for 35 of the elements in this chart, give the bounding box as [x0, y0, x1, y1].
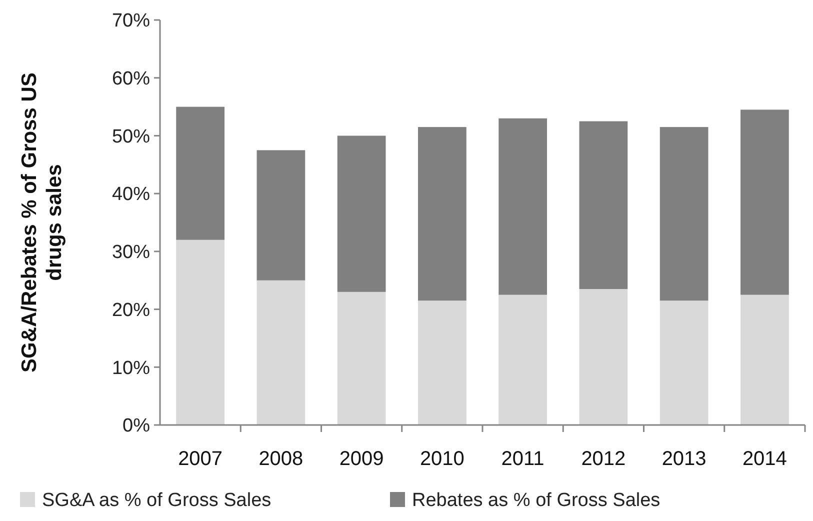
y-axis-title: SG&A/Rebates % of Gross US drugs sales — [18, 72, 66, 372]
bar — [579, 121, 628, 290]
y-tick-label: 0% — [122, 416, 150, 437]
y-tick-label: 10% — [112, 358, 150, 379]
x-tick-label: 2013 — [662, 448, 706, 470]
x-tick-label: 2011 — [501, 448, 544, 470]
y-tick-label: 50% — [112, 126, 150, 148]
bar — [418, 127, 466, 301]
bar — [498, 118, 547, 295]
x-tick-label: 2009 — [339, 448, 384, 470]
x-tick-label: 2012 — [581, 448, 626, 470]
bar — [660, 127, 708, 301]
y-tick-label: 30% — [112, 242, 150, 264]
bar — [660, 300, 708, 425]
bar — [498, 294, 547, 425]
x-tick-label: 2007 — [178, 448, 223, 470]
bar — [256, 280, 306, 425]
bar — [418, 300, 466, 425]
bar — [337, 292, 386, 425]
bar — [740, 110, 789, 295]
y-tick-label: 20% — [112, 300, 150, 321]
bar — [337, 136, 386, 292]
y-tick-label: 70% — [112, 10, 150, 32]
x-tick-label: 2008 — [258, 448, 304, 470]
bar — [176, 240, 224, 425]
bar — [256, 150, 306, 280]
bar — [579, 289, 628, 425]
bar — [740, 294, 789, 425]
bar — [176, 106, 224, 240]
legend-label: SG&A as % of Gross Sales — [42, 490, 272, 511]
x-tick-label: 2014 — [742, 448, 787, 470]
y-tick-label: 40% — [112, 184, 150, 206]
legend-label: Rebates as % of Gross Sales — [412, 490, 660, 511]
y-tick-label: 60% — [112, 68, 150, 90]
x-tick-label: 2010 — [420, 448, 464, 470]
